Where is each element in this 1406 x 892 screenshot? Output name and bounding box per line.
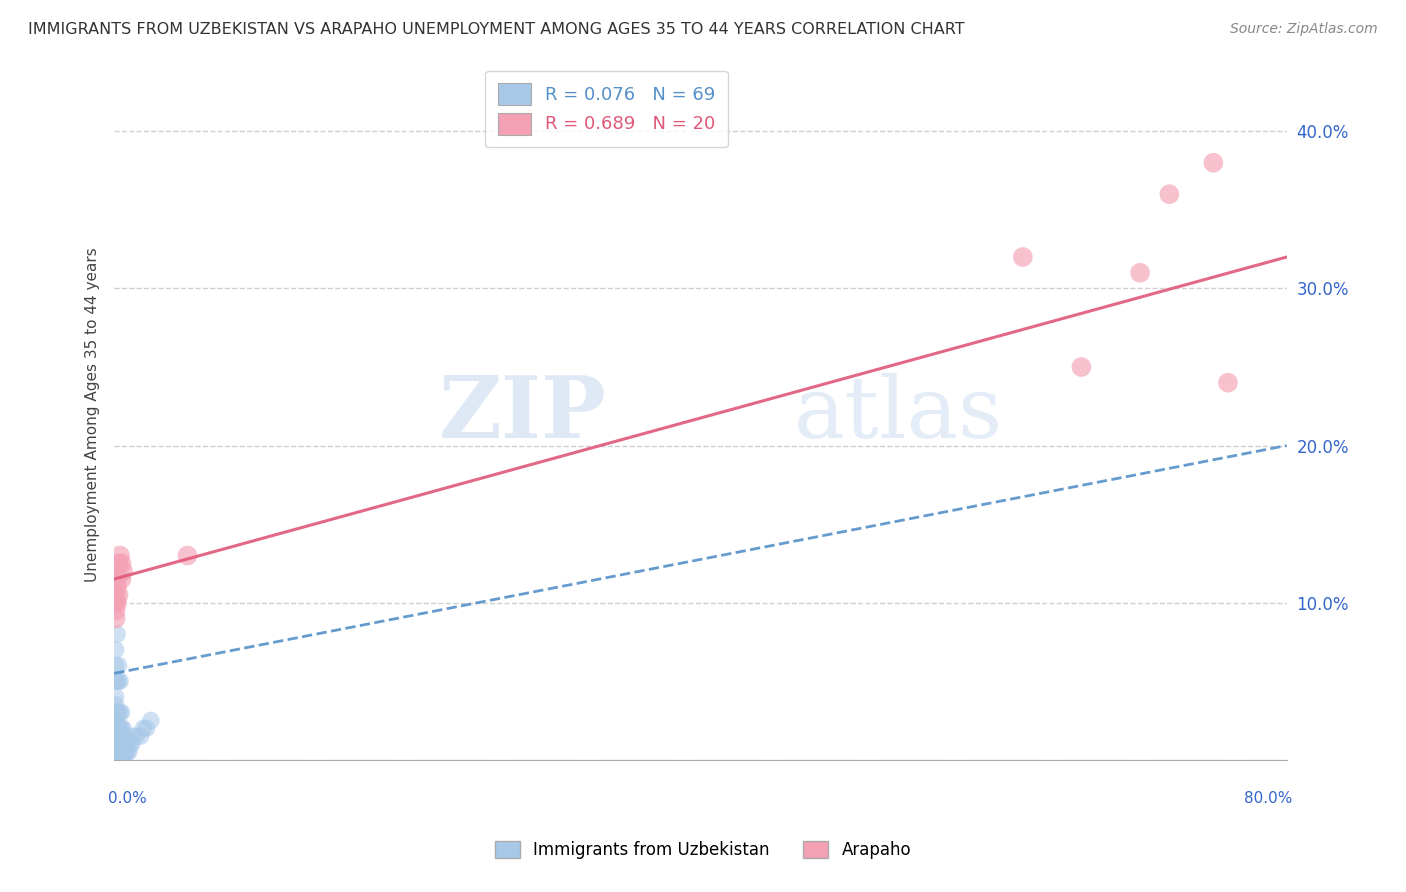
Point	[105, 751, 128, 765]
Point	[104, 596, 127, 610]
Point	[104, 734, 127, 748]
Point	[107, 751, 129, 765]
Point	[115, 745, 138, 759]
Point	[105, 737, 128, 751]
Point	[105, 745, 128, 759]
Point	[108, 721, 131, 735]
Point	[107, 737, 129, 751]
Point	[104, 745, 127, 759]
Point	[108, 745, 131, 759]
Point	[125, 729, 148, 743]
Point	[107, 658, 129, 673]
Point	[104, 737, 127, 751]
Legend: R = 0.076   N = 69, R = 0.689   N = 20: R = 0.076 N = 69, R = 0.689 N = 20	[485, 70, 728, 147]
Point	[1070, 359, 1092, 374]
Point	[122, 729, 145, 743]
Point	[110, 745, 132, 759]
Point	[104, 658, 127, 673]
Point	[104, 729, 127, 743]
Point	[104, 741, 127, 756]
Point	[108, 549, 131, 563]
Text: Source: ZipAtlas.com: Source: ZipAtlas.com	[1230, 22, 1378, 37]
Point	[111, 564, 134, 578]
Point	[104, 747, 127, 761]
Point	[1159, 187, 1181, 202]
Text: ZIP: ZIP	[439, 372, 606, 456]
Point	[110, 737, 132, 751]
Point	[104, 753, 127, 767]
Point	[107, 588, 129, 602]
Point	[111, 747, 134, 762]
Point	[1216, 376, 1239, 390]
Point	[104, 674, 127, 689]
Point	[135, 721, 157, 735]
Point	[1202, 155, 1225, 169]
Point	[104, 603, 127, 617]
Point	[132, 721, 155, 735]
Point	[121, 737, 143, 751]
Point	[111, 737, 134, 751]
Point	[105, 753, 128, 767]
Point	[110, 572, 132, 586]
Point	[104, 749, 127, 764]
Point	[105, 627, 128, 641]
Y-axis label: Unemployment Among Ages 35 to 44 years: Unemployment Among Ages 35 to 44 years	[86, 247, 100, 582]
Point	[108, 737, 131, 751]
Point	[104, 714, 127, 728]
Point	[1011, 250, 1033, 264]
Point	[118, 745, 141, 759]
Point	[107, 747, 129, 762]
Point	[105, 721, 128, 735]
Point	[104, 642, 127, 657]
Point	[117, 734, 139, 748]
Point	[114, 747, 136, 762]
Point	[105, 729, 128, 743]
Point	[139, 714, 162, 728]
Text: 80.0%: 80.0%	[1244, 791, 1292, 805]
Point	[105, 706, 128, 720]
Point	[107, 745, 129, 759]
Point	[105, 580, 128, 594]
Point	[110, 721, 132, 735]
Point	[110, 706, 132, 720]
Point	[104, 747, 127, 762]
Point	[104, 611, 127, 625]
Text: 0.0%: 0.0%	[108, 791, 148, 805]
Point	[104, 588, 127, 602]
Point	[105, 572, 128, 586]
Point	[108, 706, 131, 720]
Point	[129, 729, 152, 743]
Point	[104, 690, 127, 704]
Point	[176, 549, 198, 563]
Point	[114, 729, 136, 743]
Point	[105, 674, 128, 689]
Point	[108, 749, 131, 764]
Point	[104, 721, 127, 735]
Legend: Immigrants from Uzbekistan, Arapaho: Immigrants from Uzbekistan, Arapaho	[488, 834, 918, 866]
Point	[104, 698, 127, 712]
Point	[107, 557, 129, 571]
Text: atlas: atlas	[794, 373, 1004, 456]
Point	[104, 751, 127, 765]
Point	[1129, 266, 1152, 280]
Point	[114, 740, 136, 755]
Point	[110, 557, 132, 571]
Point	[105, 747, 128, 762]
Point	[107, 706, 129, 720]
Point	[117, 745, 139, 759]
Point	[107, 674, 129, 689]
Point	[115, 737, 138, 751]
Point	[110, 749, 132, 764]
Point	[111, 745, 134, 759]
Point	[105, 596, 128, 610]
Point	[108, 674, 131, 689]
Point	[111, 721, 134, 735]
Point	[120, 737, 142, 751]
Point	[104, 753, 127, 767]
Point	[107, 721, 129, 735]
Text: IMMIGRANTS FROM UZBEKISTAN VS ARAPAHO UNEMPLOYMENT AMONG AGES 35 TO 44 YEARS COR: IMMIGRANTS FROM UZBEKISTAN VS ARAPAHO UN…	[28, 22, 965, 37]
Point	[104, 743, 127, 757]
Point	[104, 706, 127, 720]
